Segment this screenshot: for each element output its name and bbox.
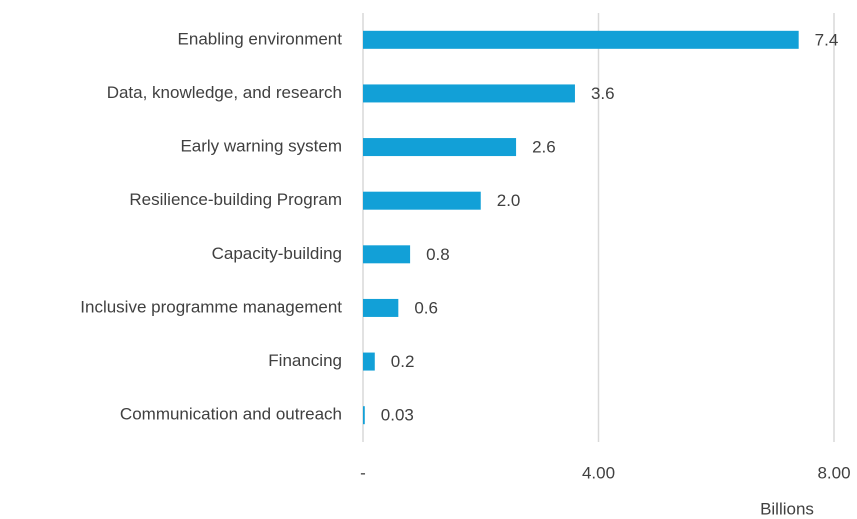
y-tick-label: Communication and outreach xyxy=(120,405,342,424)
value-label: 0.8 xyxy=(426,245,450,264)
y-tick-label: Capacity-building xyxy=(212,244,342,263)
y-tick-label: Data, knowledge, and research xyxy=(107,83,342,102)
bar xyxy=(363,352,375,371)
x-tick-label: 8.00 xyxy=(817,463,850,482)
y-tick-label: Enabling environment xyxy=(178,29,343,48)
y-tick-label: Resilience-building Program xyxy=(129,190,342,209)
value-label: 0.6 xyxy=(414,298,438,317)
value-label: 0.2 xyxy=(391,352,415,371)
bar xyxy=(363,30,799,49)
y-tick-label: Financing xyxy=(268,351,342,370)
bar xyxy=(363,191,481,210)
value-label: 7.4 xyxy=(815,30,839,49)
bar xyxy=(363,406,365,425)
bar xyxy=(363,138,517,157)
bar xyxy=(363,84,575,103)
value-label: 2.6 xyxy=(532,138,556,157)
x-tick-label: - xyxy=(360,463,366,482)
bar xyxy=(363,298,399,317)
y-tick-label: Early warning system xyxy=(180,137,342,156)
value-label: 3.6 xyxy=(591,84,615,103)
value-label: 2.0 xyxy=(497,191,521,210)
y-tick-label: Inclusive programme management xyxy=(80,297,342,316)
value-label: 0.03 xyxy=(381,406,414,425)
x-tick-label: 4.00 xyxy=(582,463,615,482)
x-axis-label: Billions xyxy=(760,499,814,518)
bar xyxy=(363,245,411,264)
